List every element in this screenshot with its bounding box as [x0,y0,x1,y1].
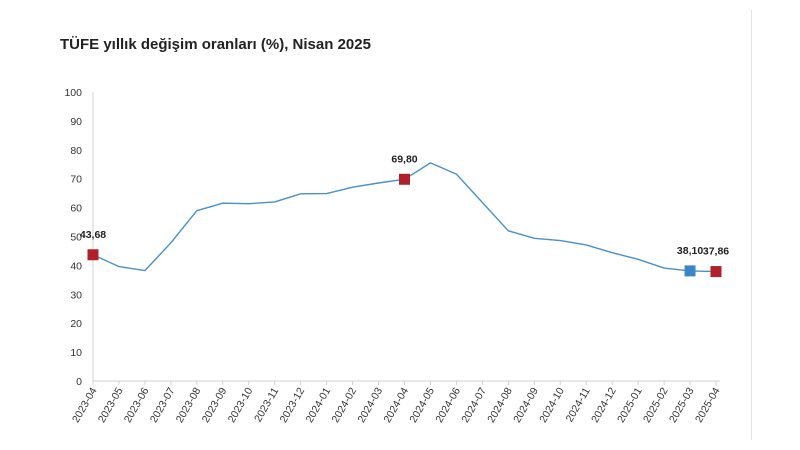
data-label: 38,10 [677,245,703,257]
x-tick-label: 2023-10 [226,385,256,425]
data-point-marker [399,173,410,185]
x-tick-label: 2024-10 [537,385,567,425]
data-label: 37,86 [703,246,729,258]
y-tick-label: 20 [70,318,82,330]
y-tick-label: 10 [70,347,82,359]
chart-title: TÜFE yıllık değişim oranları (%), Nisan … [60,36,371,53]
y-tick-label: 90 [70,116,82,128]
data-label: 43,68 [80,229,106,241]
divider-line [751,10,752,440]
data-point-marker [710,266,722,278]
data-point-marker [684,265,696,277]
y-tick-label: 30 [70,289,82,301]
y-tick-label: 80 [70,145,82,157]
data-label: 69,80 [391,153,417,165]
y-tick-label: 100 [64,87,82,99]
y-tick-label: 50 [70,232,82,244]
y-tick-label: 70 [70,174,82,186]
y-tick-label: 0 [76,376,82,388]
y-tick-label: 40 [70,260,82,272]
data-point-marker [87,249,99,261]
y-tick-label: 60 [70,203,82,215]
x-tick-label: 2025-04 [693,385,723,425]
